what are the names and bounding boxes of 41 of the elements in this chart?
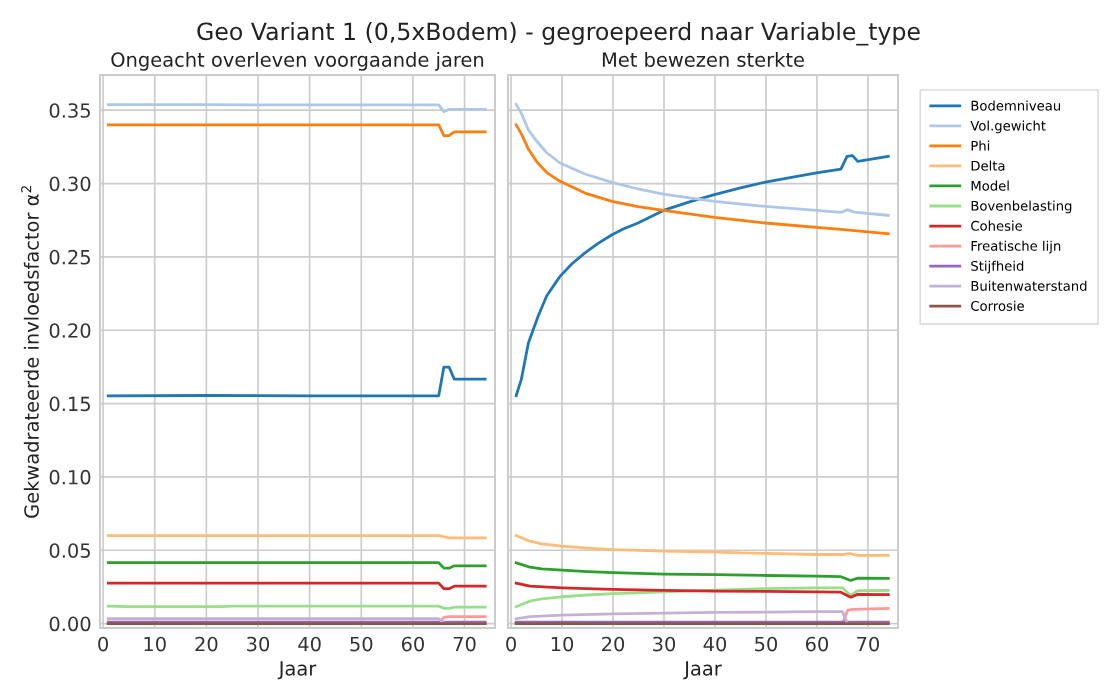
x-tick-label: 40 bbox=[703, 636, 727, 652]
y-tick-label: 0.20 bbox=[49, 323, 91, 338]
x-tick-label: 50 bbox=[350, 636, 373, 652]
y-tick-label: 0.05 bbox=[49, 543, 90, 558]
legend-label: Phi bbox=[971, 140, 990, 151]
x-tick-label: 50 bbox=[755, 636, 778, 652]
legend-label: Corrosie bbox=[971, 300, 1024, 311]
x-tick-label: 40 bbox=[298, 636, 321, 652]
chart-subtitle: Ongeacht overleven voorgaande jaren bbox=[111, 51, 484, 71]
x-tick-label: 70 bbox=[453, 636, 476, 652]
legend-label: Stijfheid bbox=[971, 260, 1024, 274]
legend-label: Cohesie bbox=[971, 220, 1023, 231]
y-tick-label: 0.35 bbox=[49, 103, 90, 118]
x-tick-label: 10 bbox=[144, 636, 166, 652]
legend-label: Vol.gewicht bbox=[970, 120, 1046, 134]
chart-subtitle: Met bewezen sterkte bbox=[602, 51, 804, 67]
y-axis-title: Gekwadrateerde invloedsfactor α$^{2}$ bbox=[21, 186, 39, 518]
y-tick-label: 0.25 bbox=[49, 249, 90, 265]
y-tick-label: 0.00 bbox=[49, 616, 91, 632]
y-tick-label: 0.10 bbox=[49, 469, 91, 485]
legend-label: Model bbox=[971, 180, 1009, 191]
x-tick-label: 20 bbox=[602, 636, 625, 652]
x-tick-label: 0 bbox=[98, 636, 108, 652]
x-tick-label: 0 bbox=[506, 636, 516, 652]
y-tick-label: 0.30 bbox=[49, 176, 91, 192]
x-tick-label: 70 bbox=[857, 636, 879, 652]
legend-label: Delta bbox=[971, 160, 1005, 171]
x-tick-label: 60 bbox=[805, 636, 829, 652]
text: Geo Variant 1 (0,5xBodem) - gegroepeerd naar Variable_type bbox=[197, 22, 920, 46]
x-axis-title: Jaar bbox=[277, 661, 317, 680]
x-axis-title: Jaar bbox=[683, 661, 722, 680]
x-tick-label: 20 bbox=[195, 636, 218, 652]
legend-label: Bovenbelasting bbox=[971, 200, 1072, 214]
legend-label: Freatische lijn bbox=[971, 240, 1061, 254]
x-tick-label: 30 bbox=[247, 636, 270, 652]
x-tick-label: 30 bbox=[653, 636, 676, 652]
x-tick-label: 60 bbox=[401, 636, 424, 652]
legend-label: Bodemniveau bbox=[971, 100, 1061, 111]
legend-label: Buitenwaterstand bbox=[971, 280, 1087, 291]
y-tick-label: 0.15 bbox=[49, 396, 90, 412]
x-tick-label: 10 bbox=[551, 636, 574, 652]
